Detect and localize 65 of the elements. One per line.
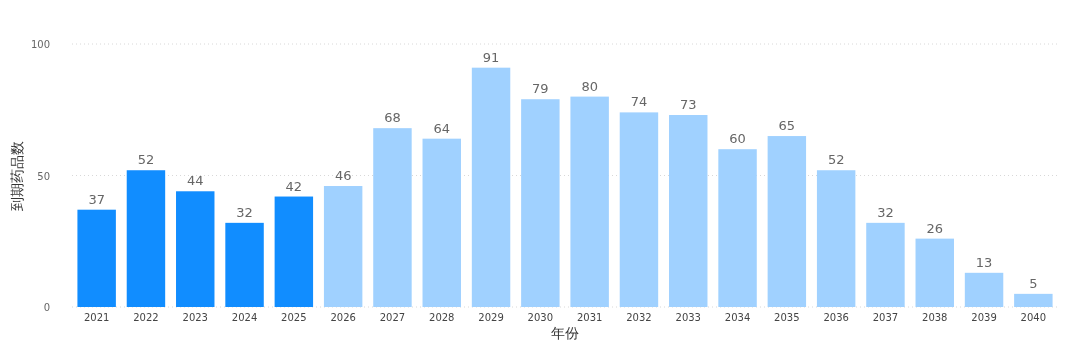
x-tick-label: 2027: [379, 312, 406, 323]
x-tick-label: 2023: [182, 312, 208, 323]
y-tick-label: 50: [37, 170, 50, 182]
bar: [816, 170, 856, 307]
bar: [1014, 293, 1053, 307]
bar: [964, 272, 1004, 307]
data-label: 26: [926, 220, 944, 236]
bar: [718, 149, 757, 307]
y-tick-label: 0: [43, 302, 50, 313]
data-label: 44: [186, 173, 204, 189]
x-tick-label: 2029: [478, 312, 504, 323]
bar: [225, 222, 264, 307]
data-label: 74: [630, 94, 648, 110]
bar: [570, 96, 609, 307]
x-tick-label: 2037: [872, 312, 899, 323]
x-tick-label: 2033: [675, 312, 701, 323]
bar: [373, 128, 412, 307]
x-tick-label: 2024: [231, 312, 258, 323]
bar: [619, 112, 659, 307]
bar: [77, 209, 116, 307]
data-label: 60: [729, 131, 746, 147]
x-tick-label: 2032: [626, 312, 652, 323]
data-label: 37: [88, 191, 105, 207]
y-axis-title: 到期药品数: [9, 140, 25, 211]
data-label: 91: [482, 49, 500, 65]
x-tick-label: 2031: [576, 312, 603, 323]
bar: [915, 238, 954, 307]
bar: [274, 196, 314, 307]
data-label: 5: [1029, 275, 1038, 291]
x-tick-label: 2039: [971, 312, 997, 323]
x-tick-label: 2034: [724, 312, 751, 323]
bar: [866, 222, 905, 307]
bar: [422, 138, 461, 307]
data-label: 42: [285, 178, 303, 194]
data-label: 52: [137, 152, 155, 168]
x-tick-label: 2022: [133, 312, 159, 323]
data-label: 68: [384, 110, 401, 126]
bar: [126, 170, 166, 307]
x-tick-label: 2030: [527, 312, 554, 323]
x-tick-label: 2038: [922, 312, 948, 323]
data-label: 64: [433, 120, 451, 136]
bar: [471, 67, 511, 307]
data-label: 80: [581, 78, 598, 94]
data-label: 46: [334, 168, 352, 184]
x-tick-label: 2025: [281, 312, 307, 323]
data-label: 73: [679, 97, 697, 113]
data-label: 32: [877, 204, 894, 220]
bar: [669, 115, 708, 307]
x-tick-label: 2035: [774, 312, 800, 323]
bar: [176, 191, 215, 307]
bar: [521, 99, 560, 307]
bar: [323, 186, 363, 307]
data-label: 65: [778, 118, 796, 134]
data-label: 32: [236, 204, 253, 220]
x-tick-label: 2026: [330, 312, 356, 323]
data-label: 13: [975, 254, 993, 270]
x-tick-label: 2036: [823, 312, 849, 323]
y-tick-label: 100: [30, 39, 50, 50]
data-label: 79: [532, 81, 549, 97]
x-tick-label: 2021: [83, 312, 110, 323]
bar: [767, 136, 807, 307]
x-tick-label: 2040: [1020, 312, 1047, 323]
x-tick-label: 2028: [429, 312, 455, 323]
data-label: 52: [827, 152, 845, 168]
x-axis-title: 年份: [551, 325, 579, 341]
